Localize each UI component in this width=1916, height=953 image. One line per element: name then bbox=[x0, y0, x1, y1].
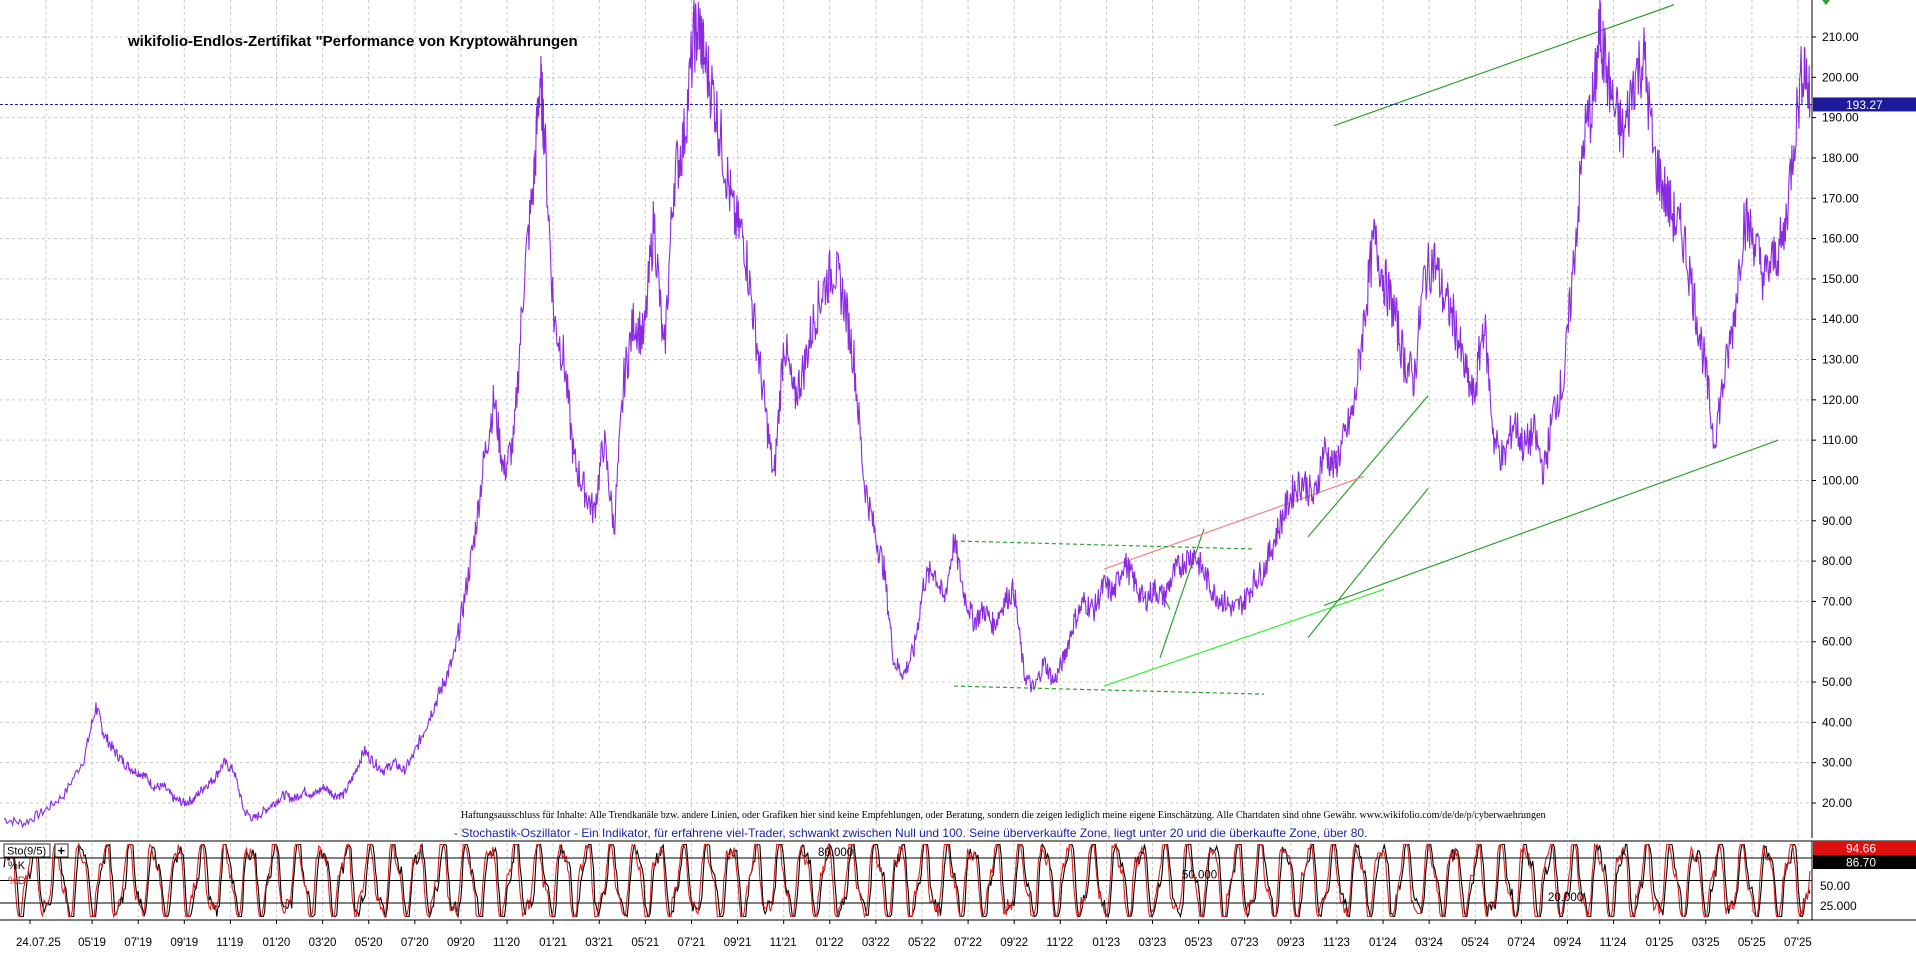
trendlines bbox=[953, 4, 1779, 695]
time-tick-label: 07'19 bbox=[124, 937, 152, 948]
price-tick-label: 140.00 bbox=[1822, 312, 1859, 326]
time-tick-label: 05'22 bbox=[908, 937, 936, 948]
time-tick-label: 03'23 bbox=[1139, 937, 1167, 948]
price-tick-label: 120.00 bbox=[1822, 393, 1859, 407]
marker-triangle-icon bbox=[1822, 0, 1830, 5]
time-tick-label: 09'19 bbox=[170, 937, 198, 948]
price-tick-label: 50.00 bbox=[1822, 675, 1852, 689]
time-tick-label: 11'20 bbox=[493, 937, 520, 948]
time-tick-label: 24.07.25 bbox=[16, 937, 61, 948]
osc-ytick-25: 25.000 bbox=[1820, 899, 1857, 913]
osc-level-label: 80.000 bbox=[818, 847, 853, 859]
price-tick-label: 90.00 bbox=[1822, 514, 1852, 528]
time-tick-label: 05'24 bbox=[1461, 937, 1489, 948]
time-tick-label: 01'23 bbox=[1092, 937, 1120, 948]
time-tick-label: 07'23 bbox=[1231, 937, 1259, 948]
price-tick-label: 110.00 bbox=[1822, 433, 1858, 447]
time-tick-label: 05'19 bbox=[78, 937, 106, 948]
oscillator-levels: 80.000 50.000 20.000 bbox=[0, 847, 1812, 904]
d-value-tag bbox=[1813, 855, 1916, 869]
time-tick-label: 09'20 bbox=[447, 937, 475, 948]
price-tick-label: 210.00 bbox=[1822, 30, 1859, 44]
indicator-note: - Stochastik-Oszillator - Ein Indikator,… bbox=[454, 826, 1367, 840]
current-value-text: 193.27 bbox=[1846, 98, 1883, 112]
chart-title: wikifolio-Endlos-Zertifikat "Performance… bbox=[127, 33, 578, 50]
k-value-text: 94.66 bbox=[1846, 842, 1876, 856]
oscillator-label-box bbox=[3, 843, 51, 858]
price-tick-label: 40.00 bbox=[1822, 715, 1852, 729]
time-tick-label: 05'25 bbox=[1738, 937, 1766, 948]
osc-ytick-50: 50.00 bbox=[1820, 879, 1850, 893]
price-tick-label: 60.00 bbox=[1822, 635, 1852, 649]
time-tick-label: 03'22 bbox=[862, 937, 890, 948]
time-tick-label: 03'25 bbox=[1692, 937, 1720, 948]
time-tick-label: 07'21 bbox=[677, 937, 705, 948]
trendline bbox=[1103, 475, 1365, 570]
time-tick-label: 11'22 bbox=[1046, 937, 1073, 948]
trendline bbox=[1159, 528, 1205, 659]
time-tick-label: 07'20 bbox=[401, 937, 429, 948]
time-tick-label: 09'21 bbox=[724, 937, 752, 948]
time-tick-label: 03'24 bbox=[1415, 937, 1443, 948]
time-tick-label: 11'19 bbox=[216, 937, 243, 948]
time-axis: 24.07.25 05'19 07'19 09'19 11'19 01'20 03'20 05… bbox=[16, 920, 1812, 949]
time-tick-label: 11'23 bbox=[1323, 937, 1350, 948]
time-tick-label: 01'25 bbox=[1646, 937, 1674, 948]
time-tick-label: 07'22 bbox=[954, 937, 982, 948]
time-tick-label: 07'24 bbox=[1507, 937, 1535, 948]
price-tick-label: 170.00 bbox=[1822, 191, 1859, 205]
time-tick-label: 03'20 bbox=[309, 937, 337, 948]
legend-d: %D bbox=[8, 875, 26, 887]
price-tick-label: 190.00 bbox=[1822, 111, 1859, 125]
time-tick-label: 01'24 bbox=[1369, 937, 1397, 948]
time-tick-label: 01'21 bbox=[539, 937, 567, 948]
disclaimer-text: Haftungsausschluss für Inhalte: Alle Tre… bbox=[461, 810, 1546, 821]
price-tick-label: 30.00 bbox=[1822, 756, 1852, 770]
time-tick-label: 07'25 bbox=[1784, 937, 1812, 948]
trendline bbox=[1323, 439, 1779, 607]
time-tick-label: 01'22 bbox=[816, 937, 844, 948]
trendline bbox=[1307, 395, 1429, 538]
price-tick-label: 150.00 bbox=[1822, 272, 1859, 286]
time-tick-label: 11'21 bbox=[770, 937, 797, 948]
time-tick-label: 09'23 bbox=[1277, 937, 1305, 948]
oscillator-label: Sto(9/5) bbox=[7, 846, 46, 858]
channel-line bbox=[953, 685, 1265, 695]
time-tick-label: 03'21 bbox=[585, 937, 613, 948]
channel-line bbox=[953, 540, 1255, 550]
time-tick-label: 01'20 bbox=[263, 937, 291, 948]
trendline bbox=[1103, 588, 1385, 687]
expand-pane-button[interactable] bbox=[54, 843, 69, 858]
plus-icon: + bbox=[58, 843, 66, 858]
price-tick-label: 80.00 bbox=[1822, 554, 1852, 568]
time-tick-label: 05'20 bbox=[355, 937, 383, 948]
k-value-tag bbox=[1813, 841, 1916, 855]
time-tick-label: 09'22 bbox=[1000, 937, 1028, 948]
price-tick-label: 20.00 bbox=[1822, 796, 1852, 810]
time-tick-label: 05'21 bbox=[631, 937, 659, 948]
d-value-text: 86.70 bbox=[1846, 856, 1876, 870]
price-axis: 20.00 30.00 40.00 50.00 60.00 70.00 80.00 90.00… bbox=[1812, 30, 1859, 810]
time-tick-label: 09'24 bbox=[1553, 937, 1581, 948]
price-tick-label: 100.00 bbox=[1822, 473, 1859, 487]
price-tick-label: 130.00 bbox=[1822, 353, 1859, 367]
trendline bbox=[1307, 488, 1429, 639]
trendline bbox=[1333, 4, 1675, 127]
oscillator-line-d bbox=[3, 842, 1811, 919]
price-series bbox=[3, 0, 1811, 829]
osc-level-label: 20.000 bbox=[1548, 892, 1583, 904]
price-tick-label: 70.00 bbox=[1822, 594, 1852, 608]
main-grid bbox=[0, 0, 1812, 838]
price-tick-label: 200.00 bbox=[1822, 70, 1859, 84]
price-tick-label: 180.00 bbox=[1822, 151, 1859, 165]
price-tick-label: 160.00 bbox=[1822, 232, 1859, 246]
osc-level-label: 50.000 bbox=[1182, 870, 1217, 882]
price-line bbox=[3, 0, 1811, 829]
time-tick-label: 11'24 bbox=[1600, 937, 1628, 948]
legend-k: %K bbox=[8, 860, 26, 872]
current-value-tag bbox=[1813, 97, 1916, 112]
time-tick-label: 05'23 bbox=[1185, 937, 1213, 948]
